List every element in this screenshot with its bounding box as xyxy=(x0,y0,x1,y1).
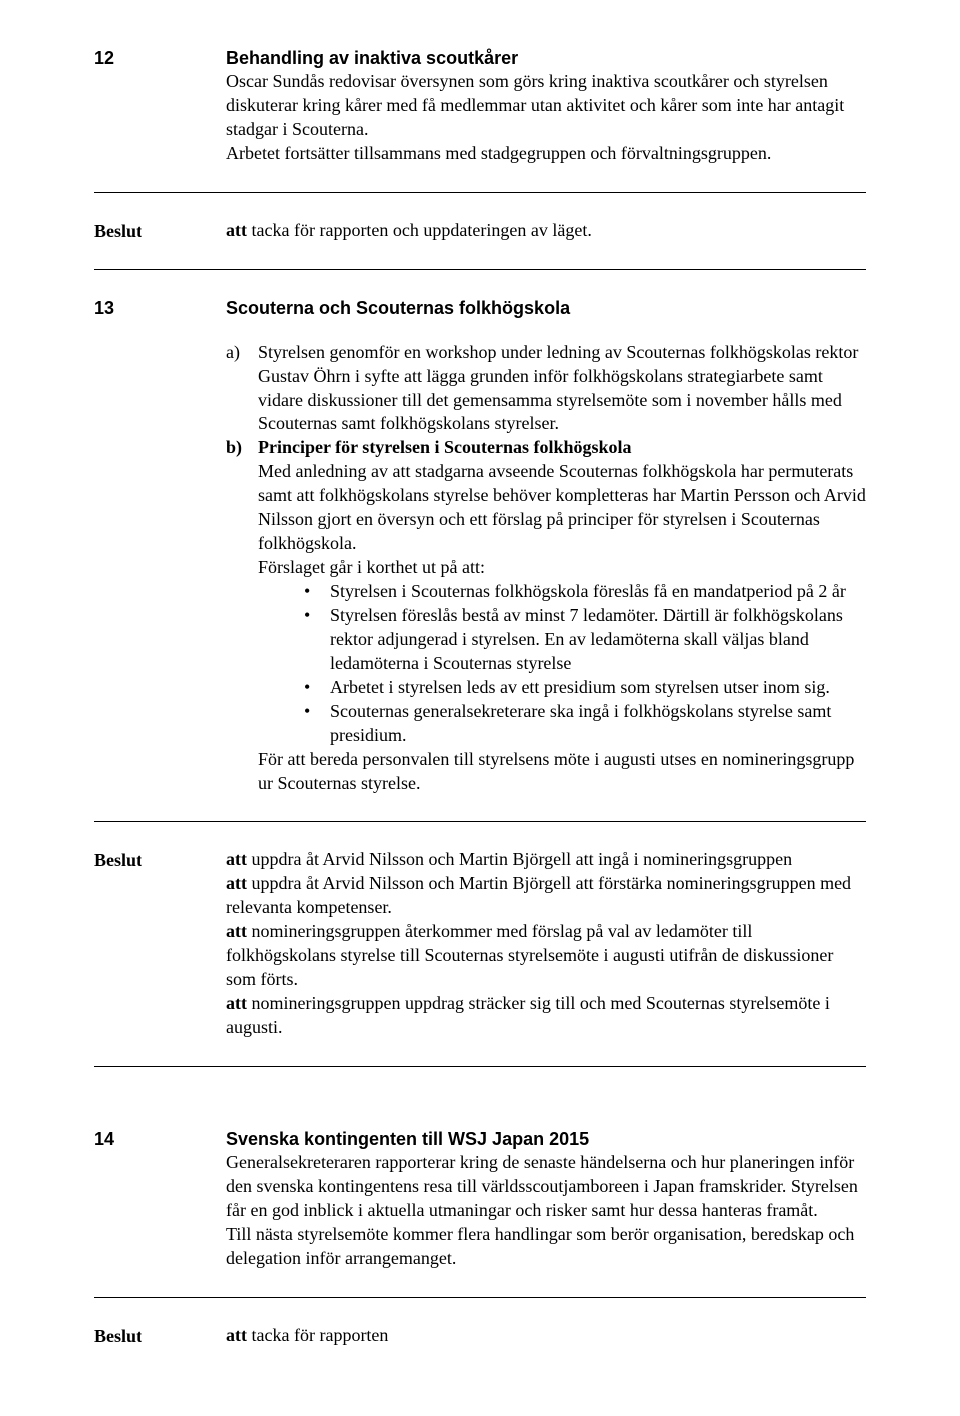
list-item-b: b) Principer för styrelsen i Scouternas … xyxy=(226,436,866,795)
list-body: Principer för styrelsen i Scouternas fol… xyxy=(258,436,866,795)
beslut-line: att uppdra åt Arvid Nilsson och Martin B… xyxy=(226,848,866,872)
beslut-line: att nomineringsgruppen återkommer med fö… xyxy=(226,920,866,992)
bullet-item: Arbetet i styrelsen leds av ett presidiu… xyxy=(304,676,866,700)
section-title: Svenska kontingenten till WSJ Japan 2015 xyxy=(226,1127,866,1151)
beslut-line: att uppdra åt Arvid Nilsson och Martin B… xyxy=(226,872,866,920)
lettered-list: a) Styrelsen genomför en workshop under … xyxy=(226,341,866,796)
list-item-heading: Principer för styrelsen i Scouternas fol… xyxy=(258,437,632,457)
beslut-att: att xyxy=(226,873,252,893)
section-content: Svenska kontingenten till WSJ Japan 2015… xyxy=(226,1127,866,1271)
divider xyxy=(94,1066,866,1067)
list-item-p3: För att bereda personvalen till styrelse… xyxy=(258,749,854,793)
beslut-att: att xyxy=(226,220,252,240)
beslut-text: tacka för rapporten och uppdateringen av… xyxy=(252,220,592,240)
beslut-13: Beslut att uppdra åt Arvid Nilsson och M… xyxy=(94,848,866,1040)
beslut-att: att xyxy=(226,849,252,869)
beslut-text: tacka för rapporten xyxy=(252,1325,389,1345)
page: 12 Behandling av inaktiva scoutkårer Osc… xyxy=(0,0,960,1408)
bullet-item: Scouternas generalsekreterare ska ingå i… xyxy=(304,700,866,748)
section-body: Generalsekreteraren rapporterar kring de… xyxy=(226,1151,866,1223)
divider xyxy=(94,269,866,270)
bullet-item: Styrelsen i Scouternas folkhögskola före… xyxy=(304,580,866,604)
section-14: 14 Svenska kontingenten till WSJ Japan 2… xyxy=(94,1127,866,1271)
beslut-12: Beslut att tacka för rapporten och uppda… xyxy=(94,219,866,243)
list-marker: a) xyxy=(226,341,258,365)
beslut-att: att xyxy=(226,1325,252,1345)
section-title: Scouterna och Scouternas folkhögskola xyxy=(226,296,866,320)
section-body-2: Till nästa styrelsemöte kommer flera han… xyxy=(226,1223,866,1271)
beslut-label: Beslut xyxy=(94,219,226,243)
list-marker: b) xyxy=(226,436,258,460)
beslut-text: uppdra åt Arvid Nilsson och Martin Björg… xyxy=(252,849,793,869)
section-title: Behandling av inaktiva scoutkårer xyxy=(226,46,866,70)
section-12: 12 Behandling av inaktiva scoutkårer Osc… xyxy=(94,46,866,166)
list-item-p2: Förslaget går i korthet ut på att: xyxy=(258,557,485,577)
beslut-content: att uppdra åt Arvid Nilsson och Martin B… xyxy=(226,848,866,1040)
section-body: Oscar Sundås redovisar översynen som gör… xyxy=(226,70,866,142)
list-item-a: a) Styrelsen genomför en workshop under … xyxy=(226,341,866,437)
section-number: 13 xyxy=(94,296,226,320)
list-item-p1: Med anledning av att stadgarna avseende … xyxy=(258,461,866,553)
section-13: 13 Scouterna och Scouternas folkhögskola… xyxy=(94,296,866,795)
beslut-label: Beslut xyxy=(94,1324,226,1348)
divider xyxy=(94,192,866,193)
beslut-att: att xyxy=(226,921,252,941)
beslut-content: att tacka för rapporten xyxy=(226,1324,866,1348)
beslut-text: uppdra åt Arvid Nilsson och Martin Björg… xyxy=(226,873,851,917)
bullet-list: Styrelsen i Scouternas folkhögskola före… xyxy=(258,580,866,748)
beslut-content: att tacka för rapporten och uppdateringe… xyxy=(226,219,866,243)
list-body: Styrelsen genomför en workshop under led… xyxy=(258,341,866,437)
section-content: Scouterna och Scouternas folkhögskola a)… xyxy=(226,296,866,795)
section-number: 14 xyxy=(94,1127,226,1151)
beslut-line: att nomineringsgruppen uppdrag sträcker … xyxy=(226,992,866,1040)
beslut-text: nomineringsgruppen uppdrag sträcker sig … xyxy=(226,993,830,1037)
bullet-item: Styrelsen föreslås bestå av minst 7 leda… xyxy=(304,604,866,676)
beslut-text: nomineringsgruppen återkommer med försla… xyxy=(226,921,833,989)
beslut-label: Beslut xyxy=(94,848,226,872)
section-body-2: Arbetet fortsätter tillsammans med stadg… xyxy=(226,142,866,166)
beslut-14: Beslut att tacka för rapporten xyxy=(94,1324,866,1348)
section-number: 12 xyxy=(94,46,226,70)
beslut-att: att xyxy=(226,993,252,1013)
section-content: Behandling av inaktiva scoutkårer Oscar … xyxy=(226,46,866,166)
divider xyxy=(94,1297,866,1298)
divider xyxy=(94,821,866,822)
